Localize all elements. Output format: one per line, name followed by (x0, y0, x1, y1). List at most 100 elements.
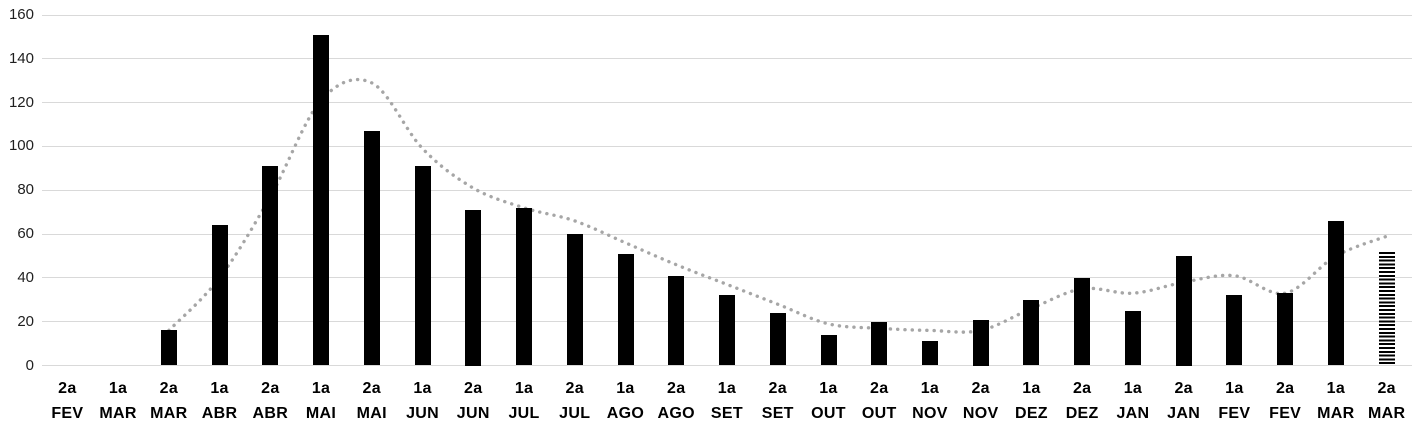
bar (719, 295, 735, 366)
x-tick-period: 1a (717, 380, 737, 397)
x-tick-label: 1a FEV (1209, 376, 1260, 426)
x-tick-month: FEV (1218, 405, 1251, 422)
x-tick-label: 1a SET (702, 376, 753, 426)
bar (972, 319, 989, 366)
x-tick-label: 2a FEV (42, 376, 93, 426)
x-tick-period: 2a (159, 380, 179, 397)
x-tick-label: 1a JUN (397, 376, 448, 426)
x-tick-month: FEV (51, 405, 84, 422)
x-tick-label: 1a AGO (600, 376, 651, 426)
bar (516, 207, 532, 366)
x-tick-period: 1a (514, 380, 534, 397)
bar-hatched (1378, 251, 1395, 366)
y-tick-label: 140 (8, 49, 34, 67)
bar (1074, 277, 1091, 366)
x-tick-label: 2a AGO (651, 376, 702, 426)
y-tick-label: 60 (17, 225, 34, 243)
x-tick-month: JUN (456, 405, 490, 422)
gridline (42, 102, 1412, 104)
bar (668, 275, 685, 366)
bar (313, 34, 330, 366)
y-tick-label: 100 (8, 137, 34, 155)
bar (1124, 310, 1141, 366)
trend-dotted-path (167, 77, 1389, 334)
y-tick-label: 0 (25, 356, 34, 374)
x-tick-label: 2a MAR (1361, 376, 1412, 426)
x-tick-month: MAI (305, 405, 337, 422)
x-tick-label: 2a DEZ (1057, 376, 1108, 426)
x-tick-period: 2a (58, 380, 77, 397)
x-tick-label: 2a JUL (549, 376, 600, 426)
gridline (42, 58, 1412, 60)
x-tick-label: 1a MAR (93, 376, 144, 426)
bar (1023, 299, 1040, 366)
x-tick-label: 1a JAN (1108, 376, 1159, 426)
x-tick-period: 1a (311, 380, 331, 397)
x-tick-period: 2a (768, 380, 787, 397)
x-tick-period: 2a (1174, 380, 1193, 397)
x-tick-period: 1a (1326, 380, 1346, 397)
bar (566, 234, 583, 366)
gridline (42, 14, 1412, 16)
x-tick-month: MAR (1367, 405, 1406, 422)
x-tick-period: 2a (464, 380, 483, 397)
bar (820, 334, 837, 366)
x-tick-month: MAR (150, 405, 188, 422)
x-tick-month: FEV (1269, 405, 1302, 422)
gridline (42, 145, 1412, 147)
x-tick-period: 1a (108, 380, 128, 397)
x-tick-month: JUL (559, 405, 591, 422)
x-tick-month: OUT (811, 405, 846, 422)
gridline (42, 365, 1412, 366)
x-tick-label: 2a JUN (448, 376, 499, 426)
x-tick-period: 1a (819, 380, 838, 397)
x-tick-label: 1a MAI (296, 376, 347, 426)
x-tick-period: 1a (1022, 380, 1041, 397)
x-tick-period: 2a (870, 380, 889, 397)
x-tick-period: 2a (667, 380, 686, 397)
bar (769, 312, 786, 366)
gridline (42, 189, 1412, 191)
x-tick-label: 1a JUL (499, 376, 550, 426)
x-tick-label: 2a NOV (955, 376, 1006, 426)
bar (160, 330, 177, 366)
bar (1175, 256, 1192, 366)
bar (465, 210, 482, 366)
bar (1327, 220, 1344, 366)
y-tick-label: 160 (8, 6, 34, 23)
y-tick-label: 40 (17, 268, 34, 286)
x-tick-label: 2a ABR (245, 376, 296, 426)
x-tick-label: 2a OUT (854, 376, 905, 426)
bar (211, 225, 228, 366)
x-tick-month: MAR (99, 405, 137, 422)
x-tick-period: 1a (920, 380, 940, 397)
bar (363, 131, 380, 366)
x-tick-month: SET (761, 405, 794, 422)
x-tick-month: SET (710, 405, 743, 422)
y-tick-label: 20 (17, 312, 34, 330)
x-tick-period: 2a (261, 380, 280, 397)
x-tick-period: 2a (1275, 380, 1295, 397)
x-tick-month: JAN (1116, 405, 1150, 422)
x-tick-month: JUN (406, 405, 439, 422)
x-tick-label: 1a DEZ (1006, 376, 1057, 426)
y-tick-label: 120 (8, 93, 34, 111)
x-tick-month: OUT (861, 405, 897, 422)
bar (617, 253, 634, 366)
x-tick-period: 2a (1072, 380, 1092, 397)
x-tick-month: AGO (606, 405, 645, 422)
x-tick-month: NOV (962, 405, 999, 422)
x-tick-period: 2a (971, 380, 990, 397)
x-tick-month: MAR (1317, 405, 1355, 422)
x-tick-label: 1a ABR (194, 376, 245, 426)
gridline (42, 233, 1412, 235)
x-tick-label: 1a OUT (803, 376, 854, 426)
x-tick-period: 2a (1377, 380, 1396, 397)
x-tick-month: JAN (1167, 405, 1201, 422)
bar (1226, 295, 1243, 366)
x-tick-period: 2a (362, 380, 381, 397)
y-tick-label: 80 (17, 181, 34, 199)
x-tick-month: AGO (657, 405, 695, 422)
x-tick-period: 1a (1225, 380, 1244, 397)
